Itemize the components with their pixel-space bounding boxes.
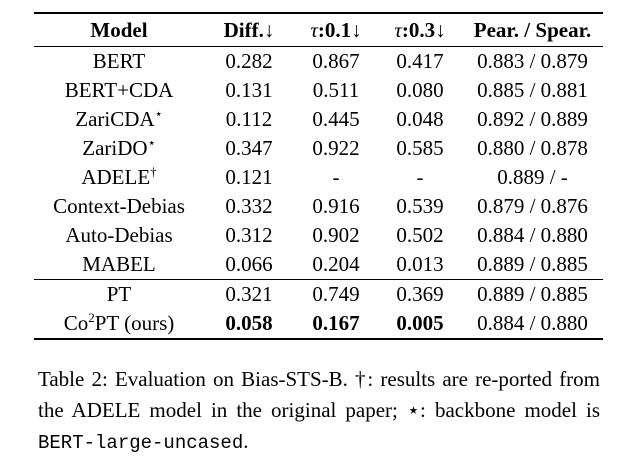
down-arrow-icon: ↓ bbox=[351, 17, 362, 42]
table-row: Context-Debias 0.332 0.916 0.539 0.879 /… bbox=[34, 192, 603, 221]
table-row-ours: Co2PT (ours) 0.058 0.167 0.005 0.884 / 0… bbox=[34, 309, 603, 340]
cell-diff: 0.131 bbox=[225, 78, 273, 102]
table-row-pt: PT 0.321 0.749 0.369 0.889 / 0.885 bbox=[34, 279, 603, 309]
cell-model: Context-Debias bbox=[53, 194, 185, 218]
cell-tau-0-3: 0.502 bbox=[396, 223, 444, 247]
cell-pear-spear: 0.880 / 0.878 bbox=[477, 136, 588, 160]
caption-end: . bbox=[243, 429, 249, 453]
caption-text: Table 2: Evaluation on Bias-STS-B. †: re… bbox=[38, 367, 600, 422]
cell-diff: 0.312 bbox=[225, 223, 273, 247]
header-tau-0-1-label: :0.1 bbox=[317, 17, 352, 42]
cell-diff: 0.332 bbox=[225, 194, 273, 218]
table-row: BERT+CDA 0.131 0.511 0.080 0.885 / 0.881 bbox=[34, 76, 603, 105]
header-diff: Diff.↓ bbox=[204, 12, 294, 47]
table-row: ZariCDA⋆ 0.112 0.445 0.048 0.892 / 0.889 bbox=[34, 105, 603, 134]
header-tau-0-3-label: :0.3 bbox=[401, 17, 436, 42]
cell-tau-0-1: 0.445 bbox=[312, 107, 360, 131]
cell-pear-spear: 0.884 / 0.880 bbox=[477, 223, 588, 247]
star-mark: ⋆ bbox=[147, 135, 156, 150]
cell-diff: 0.058 bbox=[204, 309, 294, 340]
cell-model: Auto-Debias bbox=[65, 223, 173, 247]
table-body: BERT 0.282 0.867 0.417 0.883 / 0.879 BER… bbox=[34, 46, 603, 340]
table-row: ZariDO⋆ 0.347 0.922 0.585 0.880 / 0.878 bbox=[34, 134, 603, 163]
cell-model: BERT+CDA bbox=[64, 78, 174, 102]
tau-symbol: τ bbox=[310, 17, 318, 42]
table-header: Model Diff.↓ τ:0.1↓ τ:0.3↓ Pear. / Spear… bbox=[34, 12, 603, 47]
cell-diff: 0.321 bbox=[204, 279, 294, 309]
cell-tau-0-1: 0.916 bbox=[312, 194, 360, 218]
model-name: ZariDO bbox=[82, 136, 148, 160]
cell-pear-spear: 0.889 / - bbox=[497, 165, 568, 189]
cell-model: BERT bbox=[34, 46, 204, 76]
cell-tau-0-3: 0.080 bbox=[396, 78, 444, 102]
cell-tau-0-3: - bbox=[416, 165, 424, 189]
header-row: Model Diff.↓ τ:0.1↓ τ:0.3↓ Pear. / Spear… bbox=[34, 12, 603, 47]
cell-model: ADELE† bbox=[34, 163, 204, 192]
cell-pear-spear: 0.884 / 0.880 bbox=[462, 309, 603, 340]
cell-model: PT bbox=[34, 279, 204, 309]
model-superscript: 2 bbox=[88, 310, 95, 325]
model-name-suffix: PT (ours) bbox=[94, 311, 175, 335]
cell-tau-0-3: 0.005 bbox=[378, 309, 462, 340]
cell-tau-0-1: 0.867 bbox=[294, 46, 378, 76]
cell-tau-0-1: - bbox=[332, 165, 340, 189]
table-row: ADELE† 0.121 - - 0.889 / - bbox=[34, 163, 603, 192]
cell-pear-spear: 0.889 / 0.885 bbox=[462, 279, 603, 309]
cell-diff: 0.112 bbox=[225, 107, 273, 131]
cell-tau-0-3: 0.048 bbox=[396, 107, 444, 131]
cell-tau-0-1: 0.922 bbox=[312, 136, 360, 160]
cell-model: Co2PT (ours) bbox=[34, 309, 204, 340]
cell-tau-0-1: 0.204 bbox=[312, 252, 360, 276]
results-table-container: Model Diff.↓ τ:0.1↓ τ:0.3↓ Pear. / Spear… bbox=[34, 12, 603, 340]
cell-tau-0-3: 0.013 bbox=[396, 252, 444, 276]
table-caption: Table 2: Evaluation on Bias-STS-B. †: re… bbox=[38, 364, 600, 459]
table-row: MABEL 0.066 0.204 0.013 0.889 / 0.885 bbox=[34, 250, 603, 280]
cell-pear-spear: 0.889 / 0.885 bbox=[477, 252, 588, 276]
header-model: Model bbox=[34, 12, 204, 47]
cell-model: ZariCDA⋆ bbox=[34, 105, 204, 134]
table-row: Auto-Debias 0.312 0.902 0.502 0.884 / 0.… bbox=[34, 221, 603, 250]
cell-pear-spear: 0.892 / 0.889 bbox=[477, 107, 588, 131]
cell-tau-0-3: 0.585 bbox=[396, 136, 444, 160]
star-mark: ⋆ bbox=[154, 106, 163, 121]
dagger-mark: † bbox=[150, 164, 157, 179]
down-arrow-icon: ↓ bbox=[435, 17, 446, 42]
header-tau-0-1: τ:0.1↓ bbox=[294, 12, 378, 47]
header-pear-spear: Pear. / Spear. bbox=[462, 12, 603, 47]
cell-tau-0-3: 0.417 bbox=[378, 46, 462, 76]
header-diff-label: Diff. bbox=[223, 17, 264, 42]
cell-tau-0-3: 0.539 bbox=[396, 194, 444, 218]
cell-diff: 0.066 bbox=[225, 252, 273, 276]
cell-model: MABEL bbox=[82, 252, 156, 276]
model-name-prefix: Co bbox=[63, 311, 89, 335]
cell-tau-0-1: 0.749 bbox=[294, 279, 378, 309]
cell-diff: 0.282 bbox=[204, 46, 294, 76]
cell-diff: 0.347 bbox=[225, 136, 273, 160]
model-name: ZariCDA bbox=[75, 107, 155, 131]
cell-tau-0-1: 0.167 bbox=[294, 309, 378, 340]
table-row: BERT 0.282 0.867 0.417 0.883 / 0.879 bbox=[34, 46, 603, 76]
cell-pear-spear: 0.883 / 0.879 bbox=[462, 46, 603, 76]
cell-diff: 0.121 bbox=[225, 165, 273, 189]
header-tau-0-3: τ:0.3↓ bbox=[378, 12, 462, 47]
caption-code: BERT-large-uncased bbox=[38, 432, 244, 454]
results-table: Model Diff.↓ τ:0.1↓ τ:0.3↓ Pear. / Spear… bbox=[34, 12, 603, 340]
cell-tau-0-3: 0.369 bbox=[378, 279, 462, 309]
cell-pear-spear: 0.879 / 0.876 bbox=[477, 194, 588, 218]
cell-tau-0-1: 0.902 bbox=[312, 223, 360, 247]
tau-symbol: τ bbox=[394, 17, 402, 42]
cell-model: ZariDO⋆ bbox=[34, 134, 204, 163]
model-name: ADELE bbox=[81, 165, 151, 189]
down-arrow-icon: ↓ bbox=[263, 17, 275, 42]
cell-tau-0-1: 0.511 bbox=[312, 78, 360, 102]
cell-pear-spear: 0.885 / 0.881 bbox=[477, 78, 588, 102]
